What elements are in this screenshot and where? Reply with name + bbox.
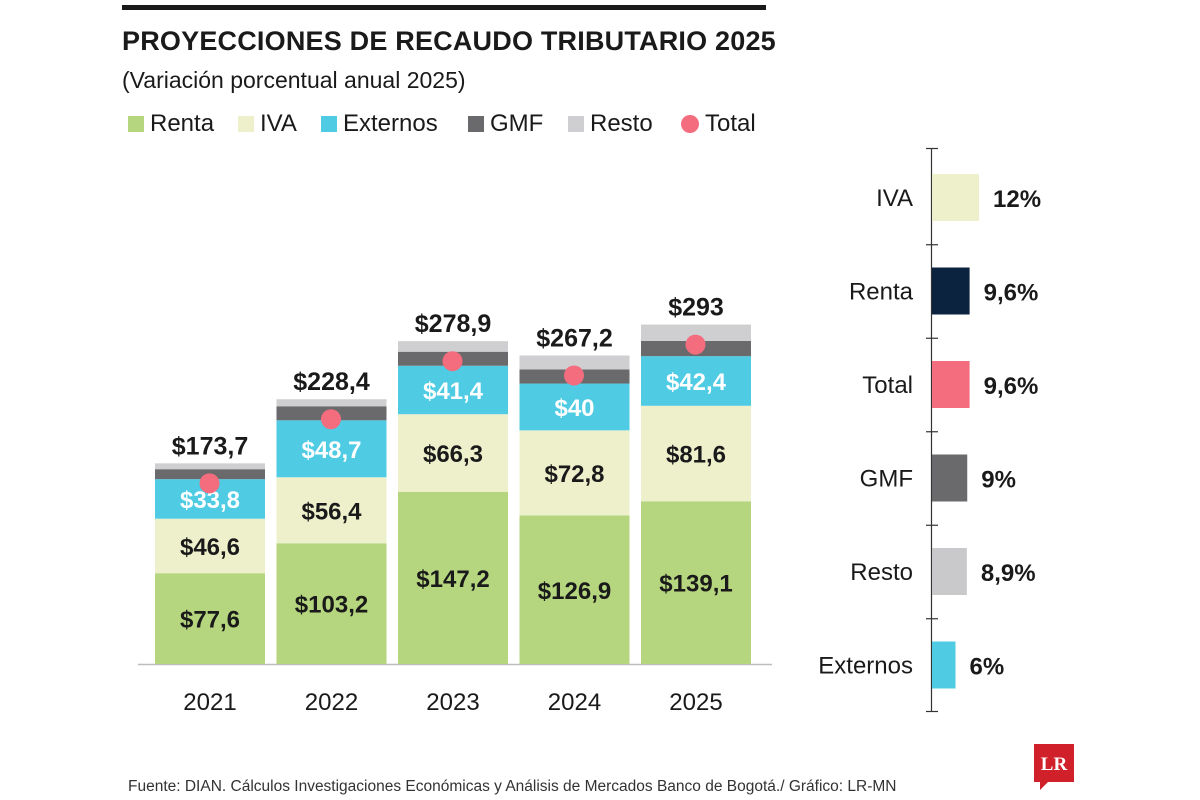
total-dot-2022	[321, 409, 341, 430]
legend-label-gmf: GMF	[490, 110, 544, 137]
legend-swatch-externos	[321, 116, 337, 132]
bar-externos-2024	[519, 383, 630, 431]
total-dot-2025	[685, 334, 706, 355]
bar-iva-2024	[519, 430, 630, 516]
x-tick-label-2024: 2024	[548, 689, 601, 716]
hbar-gmf	[932, 454, 968, 502]
x-tick-label-2022: 2022	[305, 689, 358, 716]
bar-label-renta-2021: $77,6	[180, 607, 240, 634]
bar-label-renta-2025: $139,1	[659, 571, 732, 598]
hbar-value-externos: 6%	[970, 654, 1005, 681]
total-label-2022: $228,4	[293, 368, 370, 396]
bar-externos-2022	[276, 420, 387, 478]
hbar-iva	[932, 174, 979, 221]
legend-swatch-gmf	[468, 116, 484, 132]
bar-label-iva-2024: $72,8	[544, 461, 604, 488]
hbar-category-iva: IVA	[876, 185, 913, 212]
bar-resto-2025	[641, 324, 751, 341]
legend-swatch-total	[681, 115, 699, 133]
total-label-2023: $278,9	[415, 310, 491, 338]
bar-label-externos-2023: $41,4	[423, 378, 484, 405]
total-dot-2024	[564, 365, 584, 386]
legend-item-resto: Resto	[568, 110, 653, 138]
hbar-category-resto: Resto	[850, 559, 913, 586]
hbar-total	[932, 361, 970, 408]
hbar-category-externos: Externos	[818, 653, 913, 680]
bar-resto-2022	[276, 399, 387, 407]
hbar-value-gmf: 9%	[981, 467, 1016, 494]
bar-label-iva-2022: $56,4	[301, 498, 362, 525]
bar-iva-2022	[276, 477, 387, 544]
legend-item-gmf: GMF	[468, 110, 543, 138]
svg-text:LR: LR	[1041, 754, 1068, 775]
bar-label-renta-2022: $103,2	[295, 592, 368, 619]
bar-label-renta-2024: $126,9	[538, 578, 611, 605]
bar-label-iva-2025: $81,6	[666, 442, 726, 469]
bar-label-externos-2024: $40	[554, 395, 594, 422]
bar-label-iva-2023: $66,3	[423, 441, 483, 468]
legend-label-renta: Renta	[150, 110, 215, 137]
legend-item-total: Total	[681, 110, 756, 138]
bar-iva-2021	[155, 518, 265, 574]
x-tick-label-2025: 2025	[669, 689, 722, 716]
total-dot-2023	[442, 351, 463, 372]
hbar-category-gmf: GMF	[860, 466, 913, 493]
bar-iva-2025	[641, 405, 751, 502]
hbar-value-iva: 12%	[993, 186, 1041, 213]
bar-label-externos-2022: $48,7	[301, 437, 361, 464]
legend-swatch-iva	[238, 116, 254, 132]
title-rule	[122, 5, 766, 10]
total-label-2021: $173,7	[172, 432, 248, 460]
hbar-value-total: 9,6%	[984, 373, 1039, 400]
total-label-2025: $293	[668, 294, 724, 322]
legend-swatch-resto	[568, 116, 584, 132]
total-dot-2021	[199, 473, 220, 494]
hbar-externos	[932, 641, 956, 689]
bar-iva-2023	[398, 414, 508, 492]
lr-logo: LR	[1034, 744, 1074, 790]
hbar-renta	[932, 267, 970, 315]
bar-externos-2023	[398, 365, 508, 415]
legend-label-iva: IVA	[260, 110, 297, 137]
legend-item-renta: Renta	[128, 110, 214, 138]
hbar-resto	[932, 548, 967, 595]
bar-renta-2024	[519, 515, 630, 664]
bar-renta-2023	[398, 491, 508, 664]
legend-item-iva: IVA	[238, 110, 297, 138]
x-tick-label-2021: 2021	[183, 689, 236, 716]
bar-resto-2023	[398, 341, 508, 352]
bar-renta-2022	[276, 543, 387, 664]
bar-externos-2025	[641, 356, 751, 406]
total-label-2024: $267,2	[536, 324, 612, 352]
legend-label-externos: Externos	[343, 110, 438, 137]
chart-subtitle: (Variación porcentual anual 2025)	[122, 67, 466, 93]
bar-label-iva-2021: $46,6	[180, 534, 240, 561]
hbar-category-total: Total	[862, 372, 913, 399]
bar-label-renta-2023: $147,2	[416, 566, 489, 593]
hbar-value-renta: 9,6%	[984, 280, 1039, 307]
hbar-value-resto: 8,9%	[981, 560, 1036, 587]
bar-renta-2021	[155, 573, 265, 664]
hbar-category-renta: Renta	[849, 279, 914, 306]
bar-renta-2025	[641, 501, 751, 664]
bar-resto-2021	[155, 463, 265, 470]
legend-label-resto: Resto	[590, 110, 653, 137]
source-footnote: Fuente: DIAN. Cálculos Investigaciones E…	[128, 778, 897, 795]
legend-swatch-renta	[128, 116, 144, 132]
chart-title: PROYECCIONES DE RECAUDO TRIBUTARIO 2025	[122, 26, 776, 56]
bar-resto-2024	[519, 355, 630, 370]
bar-label-externos-2025: $42,4	[666, 369, 727, 396]
legend: Renta IVA Externos GMF Resto Total	[128, 110, 788, 142]
legend-label-total: Total	[705, 110, 756, 137]
legend-item-externos: Externos	[321, 110, 438, 138]
x-tick-label-2023: 2023	[426, 689, 479, 716]
